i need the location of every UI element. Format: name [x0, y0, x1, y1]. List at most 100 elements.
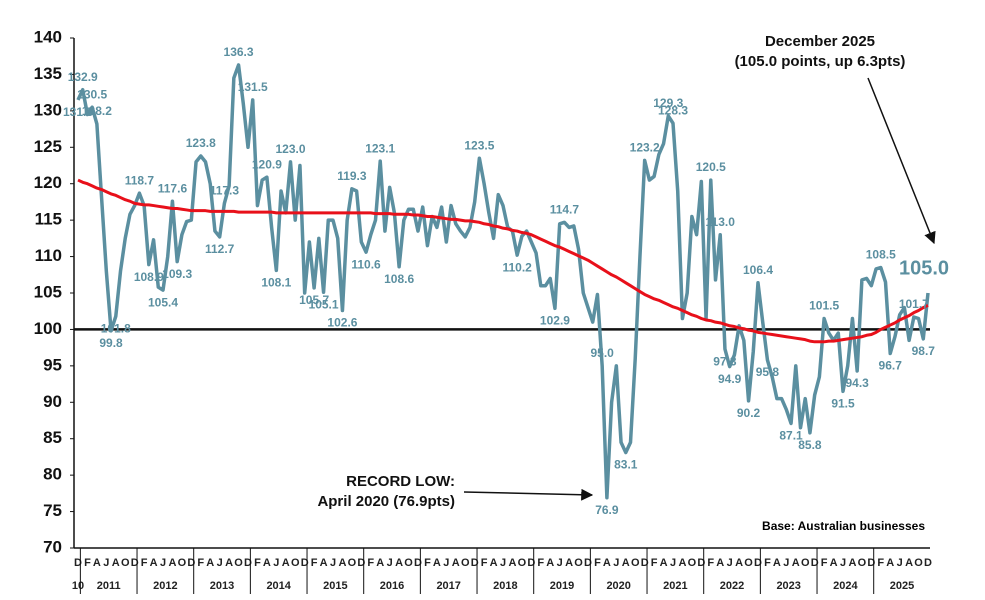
- data-label: 76.9: [595, 503, 619, 517]
- data-label: 123.8: [186, 136, 216, 150]
- x-tick-label: A: [886, 557, 894, 569]
- data-label: 128.3: [658, 103, 688, 117]
- y-tick-label: 140: [34, 27, 62, 46]
- x-tick-label: A: [338, 557, 346, 569]
- x-group-label: 2012: [153, 580, 177, 592]
- x-group-label: 2024: [833, 580, 858, 592]
- x-tick-label: F: [877, 557, 884, 569]
- x-tick-label: O: [121, 557, 130, 569]
- x-tick-label: A: [716, 557, 724, 569]
- y-tick-label: 80: [43, 465, 62, 484]
- x-tick-label: D: [244, 557, 252, 569]
- x-tick-label: O: [744, 557, 753, 569]
- y-tick-label: 100: [34, 319, 62, 338]
- data-label: 96.7: [879, 359, 903, 373]
- x-tick-label: F: [84, 557, 91, 569]
- x-group-label: 2023: [776, 580, 800, 592]
- x-tick-label: J: [897, 557, 903, 569]
- x-tick-label: A: [490, 557, 498, 569]
- data-label: 91.5: [831, 397, 855, 411]
- data-label: 129.3: [653, 96, 683, 110]
- x-tick-label: D: [584, 557, 592, 569]
- x-group-label: 2013: [210, 580, 234, 592]
- x-tick-label: F: [764, 557, 771, 569]
- data-label: 110.2: [502, 260, 532, 274]
- data-label: 101.7: [899, 297, 929, 311]
- x-tick-label: O: [574, 557, 583, 569]
- x-tick-label: A: [93, 557, 101, 569]
- x-tick-label: A: [150, 557, 158, 569]
- x-tick-label: F: [537, 557, 544, 569]
- data-label: 128.2: [82, 104, 112, 118]
- x-tick-label: F: [197, 557, 204, 569]
- x-tick-label: A: [395, 557, 403, 569]
- x-tick-label: J: [670, 557, 676, 569]
- data-label: 108.5: [866, 248, 896, 262]
- trend-line: [77, 178, 929, 344]
- data-label: 108.9: [134, 270, 164, 284]
- x-tick-label: D: [811, 557, 819, 569]
- x-tick-label: A: [735, 557, 743, 569]
- y-tick-label: 90: [43, 392, 62, 411]
- x-tick-label: J: [557, 557, 563, 569]
- x-tick-label: A: [603, 557, 611, 569]
- x-group-label: 10: [72, 580, 84, 592]
- x-tick-label: D: [924, 557, 932, 569]
- data-label: 123.2: [630, 141, 660, 155]
- data-label: 105.4: [148, 295, 178, 309]
- y-tick-label: 70: [43, 537, 62, 556]
- x-tick-label: D: [414, 557, 422, 569]
- y-tick-label: 130: [34, 100, 62, 119]
- data-label: 95.0: [590, 346, 614, 360]
- data-label: 105.1: [309, 297, 339, 311]
- x-tick-label: D: [754, 557, 762, 569]
- series-line: [76, 63, 930, 500]
- x-tick-label: F: [651, 557, 658, 569]
- x-group-label: 2016: [380, 580, 404, 592]
- x-tick-label: J: [443, 557, 449, 569]
- x-tick-label: F: [254, 557, 261, 569]
- x-tick-label: J: [840, 557, 846, 569]
- y-tick-label: 75: [43, 501, 62, 520]
- data-label: 114.7: [550, 203, 580, 217]
- annotation: (105.0 points, up 6.3pts): [735, 53, 906, 70]
- x-group-label: 2018: [493, 580, 517, 592]
- x-tick-label: J: [273, 557, 279, 569]
- data-label: 99.8: [99, 336, 123, 350]
- x-tick-label: O: [631, 557, 640, 569]
- data-label: 108.6: [384, 272, 414, 286]
- x-tick-label: D: [527, 557, 535, 569]
- x-tick-label: J: [103, 557, 109, 569]
- x-tick-label: A: [848, 557, 856, 569]
- data-label: 120.5: [696, 160, 726, 174]
- x-tick-label: A: [792, 557, 800, 569]
- x-tick-label: D: [187, 557, 195, 569]
- x-tick-label: F: [141, 557, 148, 569]
- base-note: Base: Australian businesses: [762, 519, 925, 533]
- x-tick-label: A: [376, 557, 384, 569]
- data-label: 87.1: [779, 429, 803, 443]
- x-tick-label: O: [461, 557, 470, 569]
- annotation: April 2020 (76.9pts): [317, 493, 455, 510]
- data-label: 102.9: [540, 313, 570, 327]
- x-tick-label: A: [206, 557, 214, 569]
- x-tick-label: A: [565, 557, 573, 569]
- data-label: 131.5: [63, 105, 93, 119]
- data-label: 117.3: [210, 184, 240, 198]
- y-tick-label: 125: [34, 137, 62, 156]
- x-tick-label: A: [546, 557, 554, 569]
- x-tick-label: O: [801, 557, 810, 569]
- axes: [73, 38, 930, 549]
- x-tick-label: A: [773, 557, 781, 569]
- x-tick-label: F: [707, 557, 714, 569]
- data-label: 101.8: [101, 321, 131, 335]
- x-tick-label: A: [225, 557, 233, 569]
- x-group-label: 2014: [266, 580, 291, 592]
- data-label: 94.3: [845, 376, 869, 390]
- x-tick-label: O: [178, 557, 187, 569]
- data-label: 109.3: [162, 267, 192, 281]
- data-label: 108.1: [261, 276, 291, 290]
- x-tick-label: J: [783, 557, 789, 569]
- x-tick-label: J: [613, 557, 619, 569]
- x-group-label: 2022: [720, 580, 744, 592]
